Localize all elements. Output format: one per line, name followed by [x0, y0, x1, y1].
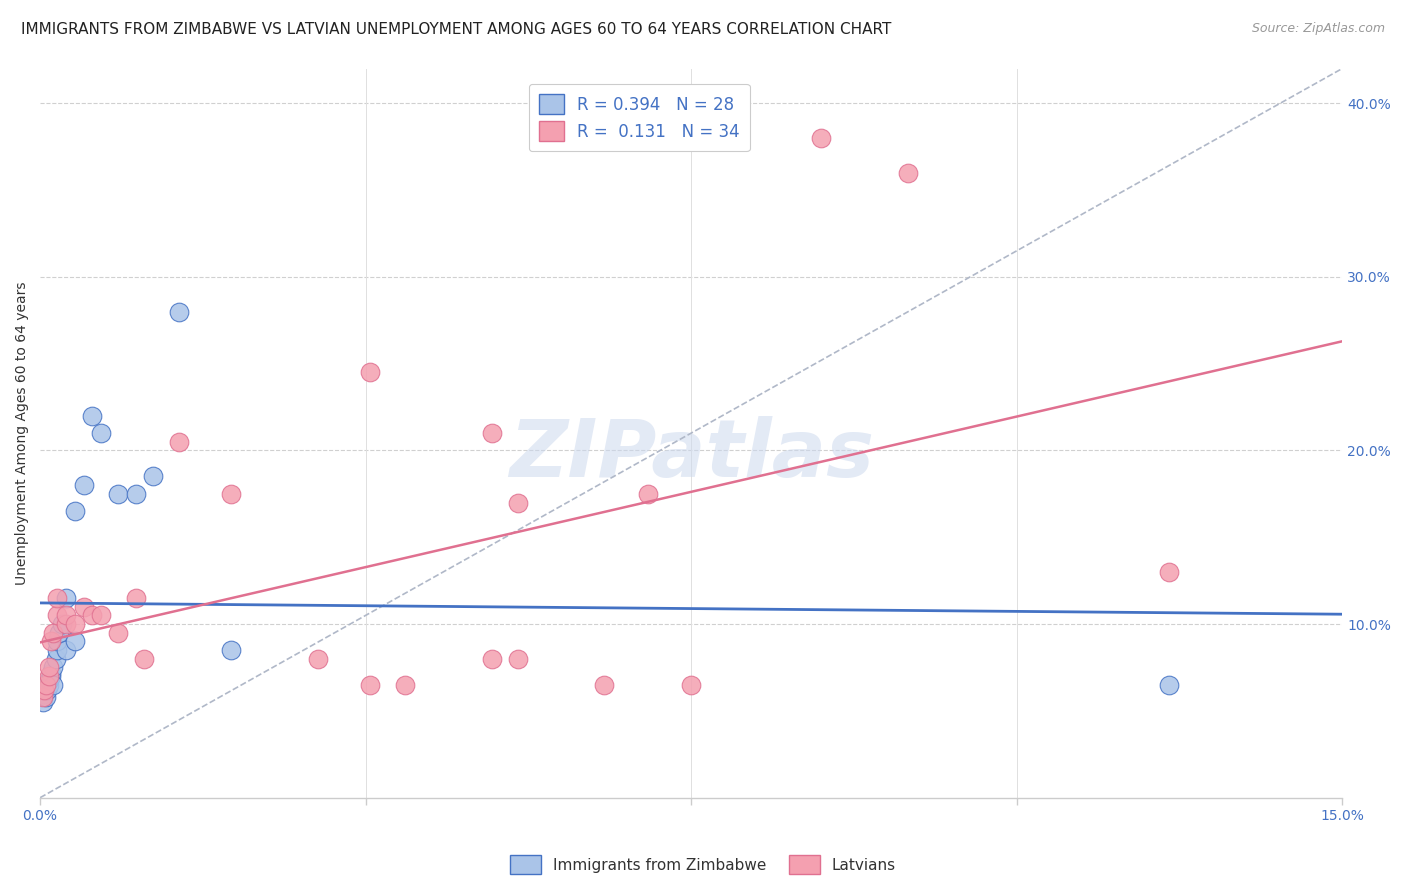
Point — [42, 625, 65, 640]
Point — [38, 660, 60, 674]
Point — [63, 504, 86, 518]
Point — [167, 304, 190, 318]
Point — [124, 591, 146, 605]
Point — [51, 617, 73, 632]
Point — [506, 652, 529, 666]
Point — [35, 678, 58, 692]
Point — [167, 434, 190, 449]
Legend: Immigrants from Zimbabwe, Latvians: Immigrants from Zimbabwe, Latvians — [503, 849, 903, 880]
Text: Source: ZipAtlas.com: Source: ZipAtlas.com — [1251, 22, 1385, 36]
Point — [637, 487, 659, 501]
Text: ZIPatlas: ZIPatlas — [509, 416, 873, 494]
Point — [63, 617, 86, 632]
Point — [63, 634, 86, 648]
Point — [90, 608, 112, 623]
Point — [681, 678, 703, 692]
Y-axis label: Unemployment Among Ages 60 to 64 years: Unemployment Among Ages 60 to 64 years — [15, 281, 30, 585]
Point — [72, 599, 94, 614]
Point — [31, 690, 53, 704]
Point — [481, 426, 503, 441]
Point — [46, 591, 69, 605]
Point — [82, 409, 104, 423]
Point — [593, 678, 616, 692]
Point — [45, 652, 67, 666]
Point — [897, 166, 920, 180]
Point — [42, 678, 65, 692]
Point — [107, 625, 129, 640]
Point — [55, 608, 77, 623]
Point — [46, 643, 69, 657]
Point — [134, 652, 156, 666]
Point — [506, 495, 529, 509]
Point — [219, 643, 242, 657]
Point — [38, 673, 60, 687]
Point — [31, 695, 53, 709]
Point — [55, 591, 77, 605]
Point — [41, 665, 63, 680]
Point — [82, 608, 104, 623]
Point — [46, 608, 69, 623]
Point — [124, 487, 146, 501]
Point — [359, 678, 381, 692]
Point — [34, 683, 56, 698]
Point — [219, 487, 242, 501]
Point — [394, 678, 416, 692]
Point — [359, 365, 381, 379]
Point — [72, 478, 94, 492]
Point — [38, 669, 60, 683]
Point — [1157, 678, 1180, 692]
Point — [39, 634, 62, 648]
Legend: R = 0.394   N = 28, R =  0.131   N = 34: R = 0.394 N = 28, R = 0.131 N = 34 — [529, 84, 749, 152]
Point — [55, 617, 77, 632]
Point — [55, 643, 77, 657]
Point — [1157, 565, 1180, 579]
Point — [34, 686, 56, 700]
Point — [142, 469, 165, 483]
Point — [90, 426, 112, 441]
Point — [810, 131, 832, 145]
Point — [481, 652, 503, 666]
Point — [39, 669, 62, 683]
Text: IMMIGRANTS FROM ZIMBABWE VS LATVIAN UNEMPLOYMENT AMONG AGES 60 TO 64 YEARS CORRE: IMMIGRANTS FROM ZIMBABWE VS LATVIAN UNEM… — [21, 22, 891, 37]
Point — [38, 678, 60, 692]
Point — [307, 652, 329, 666]
Point — [42, 660, 65, 674]
Point — [107, 487, 129, 501]
Point — [35, 690, 58, 704]
Point — [46, 634, 69, 648]
Point — [35, 683, 58, 698]
Point — [48, 625, 70, 640]
